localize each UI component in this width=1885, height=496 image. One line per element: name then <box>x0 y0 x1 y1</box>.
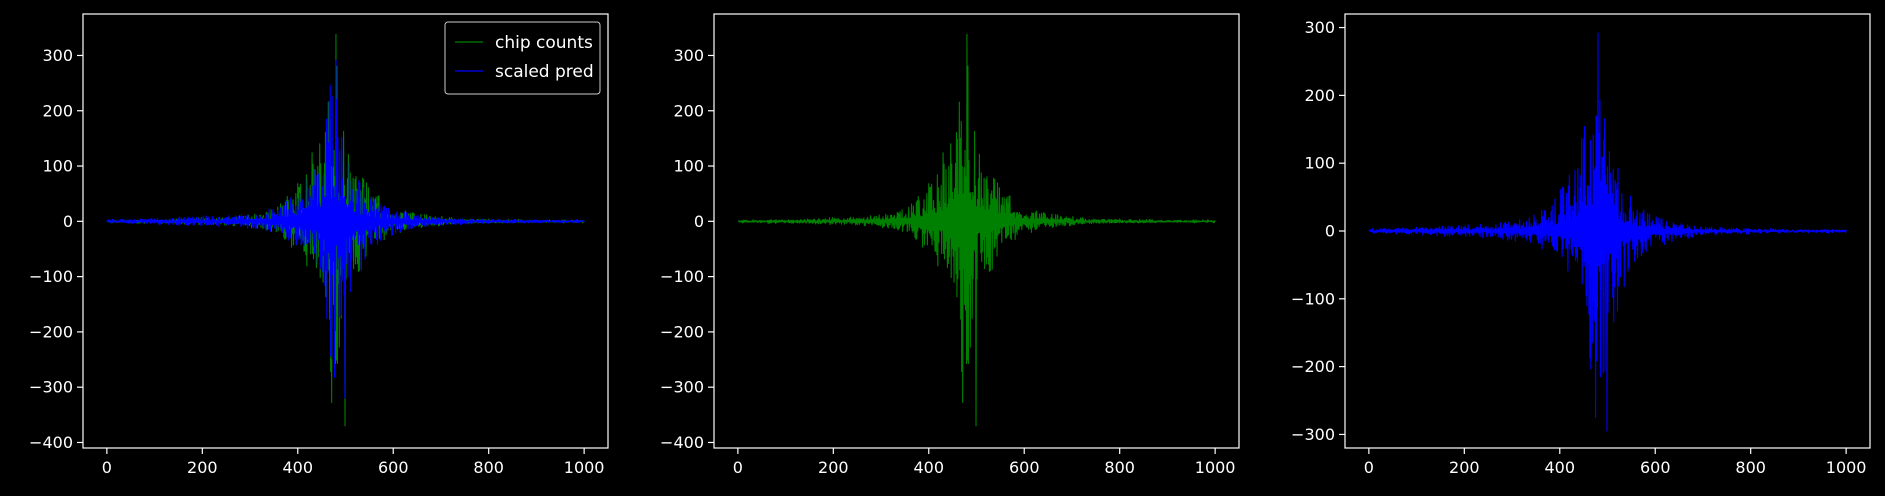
legend-label: scaled pred <box>495 62 594 82</box>
axes-frame <box>82 13 609 449</box>
y-tick-label: 300 <box>1304 18 1335 37</box>
x-tick-label: 1000 <box>1826 458 1867 477</box>
y-tick-label: 200 <box>673 101 704 120</box>
y-tick-label: 100 <box>673 157 704 176</box>
axes-frame <box>713 13 1240 449</box>
subplot-chip-vs-pred: 0 200 400 600 800 1000 −400 −300 −200 −100 0 100 200… <box>29 13 609 477</box>
plot-lines <box>1368 32 1847 432</box>
y-tick-label: −400 <box>660 433 704 452</box>
x-tick-label: 600 <box>1640 458 1671 477</box>
x-tick-label: 1000 <box>564 458 605 477</box>
plot-lines <box>737 33 1216 427</box>
x-tick-label: 400 <box>282 458 313 477</box>
x-tick-label: 200 <box>818 458 849 477</box>
x-tick-label: 200 <box>1449 458 1480 477</box>
plot-lines <box>106 33 585 427</box>
x-tick-label: 200 <box>187 458 218 477</box>
x-tick-label: 600 <box>1009 458 1040 477</box>
y-tick-label: −200 <box>660 322 704 341</box>
x-tick-label: 1000 <box>1195 458 1236 477</box>
y-tick-label: −100 <box>1291 289 1335 308</box>
x-tick-label: 0 <box>1364 458 1374 477</box>
x-tick-label: 800 <box>1735 458 1766 477</box>
y-tick-label: 0 <box>694 212 704 231</box>
series-line-scaled-pred <box>106 59 585 399</box>
x-tick-label: 800 <box>1104 458 1135 477</box>
y-tick-label: −300 <box>29 378 73 397</box>
legend-box <box>444 21 601 95</box>
y-tick-label: −100 <box>660 267 704 286</box>
y-tick-label: 300 <box>673 46 704 65</box>
subplot-chip-counts: 0 200 400 600 800 1000 −400 −300 −200 −100 0 100 200… <box>660 13 1240 477</box>
y-tick-label: 200 <box>42 101 73 120</box>
y-tick-label: 100 <box>42 157 73 176</box>
y-tick-label: 100 <box>1304 154 1335 173</box>
y-tick-label: −300 <box>660 378 704 397</box>
y-tick-label: 300 <box>42 46 73 65</box>
y-tick-label: −200 <box>29 322 73 341</box>
y-tick-label: 0 <box>63 212 73 231</box>
x-tick-label: 800 <box>473 458 504 477</box>
legend: chip counts scaled pred <box>444 21 601 95</box>
legend-label: chip counts <box>495 33 593 53</box>
x-tick-label: 400 <box>913 458 944 477</box>
series-line-scaled-pred <box>1368 32 1847 432</box>
x-tick-label: 0 <box>733 458 743 477</box>
x-tick-label: 600 <box>378 458 409 477</box>
x-tick-label: 400 <box>1544 458 1575 477</box>
series-line-chip-counts <box>737 33 1216 427</box>
y-tick-label: −100 <box>29 267 73 286</box>
y-tick-label: 0 <box>1325 222 1335 241</box>
y-tick-label: −200 <box>1291 357 1335 376</box>
y-tick-label: 200 <box>1304 86 1335 105</box>
y-tick-label: −300 <box>1291 425 1335 444</box>
subplot-scaled-pred: 0 200 400 600 800 1000 −300 −200 −100 0 100 200 300 <box>1291 13 1871 477</box>
y-tick-label: −400 <box>29 433 73 452</box>
x-tick-label: 0 <box>102 458 112 477</box>
